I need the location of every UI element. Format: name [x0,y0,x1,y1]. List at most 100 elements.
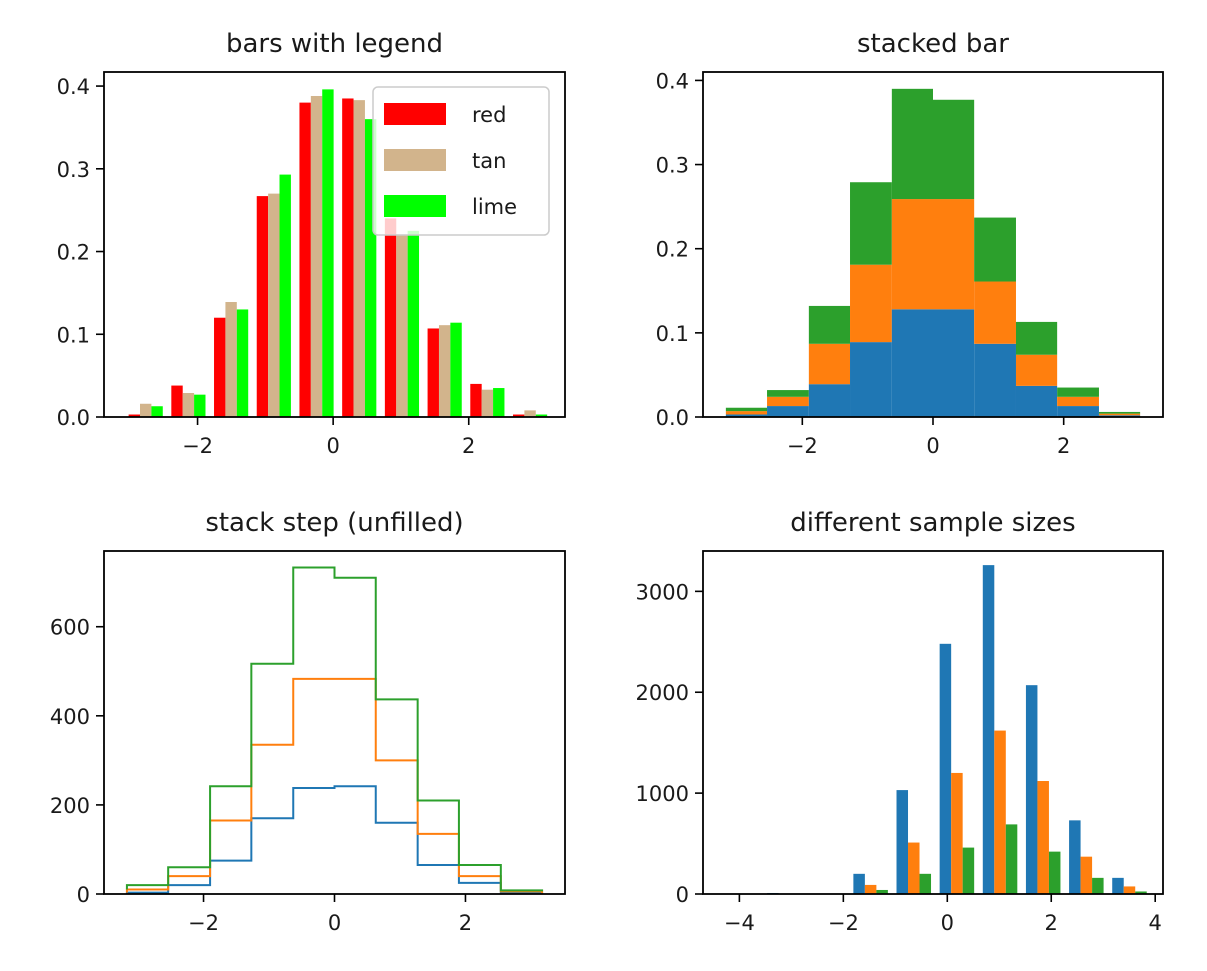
chart-title: bars with legend [226,29,443,59]
bar-series-1-8 [1112,877,1124,894]
stacked-bar-series-2-3 [850,264,892,343]
x-tick-label: −2 [182,434,213,458]
bar-series-3-3 [919,873,932,894]
bar-series-3-2 [876,889,888,894]
bar-red-9 [513,414,525,417]
plot-area [725,88,1141,417]
x-tick-label: 4 [1149,911,1162,935]
y-tick-label: 0 [77,883,90,907]
y-tick-label: 3000 [636,580,689,604]
bar-series-1-2 [853,873,865,894]
bar-lime-7 [450,322,462,417]
stacked-bar-series-3-6 [974,217,1016,282]
bar-red-5 [342,98,354,417]
plot-area [125,566,544,895]
axes-frame [103,550,566,895]
stacked-bar-series-1-0 [725,414,768,417]
stacked-bar-series-2-1 [767,396,809,407]
bar-tan-1 [182,393,195,417]
bar-series-3-8 [1135,891,1147,894]
chart-title: stacked bar [857,29,1009,59]
bar-series-2-5 [994,730,1006,894]
stacked-bar-series-2-5 [933,199,975,310]
x-tick-label: 0 [328,911,341,935]
bar-lime-6 [407,230,420,417]
stacked-bar-series-3-9 [1098,411,1141,414]
bar-series-1-4 [939,643,952,894]
chart-title: different sample sizes [790,508,1075,538]
y-tick-label: 0.0 [656,406,689,430]
bar-red-2 [214,317,226,417]
y-tick-label: 400 [50,705,90,729]
step-line-series-2 [125,677,544,894]
subplot-stack_step: stack step (unfilled) −2 0 2 0 200 400 600 [50,508,566,935]
x-tick-label: 0 [326,434,339,458]
legend-swatch-lime [384,195,446,217]
bar-tan-4 [310,95,323,418]
bar-lime-8 [493,388,505,417]
bar-tan-7 [438,325,451,417]
subplot-bars_legend: bars with legend −2 0 2 0.0 0.1 0.2 0.3 0.4 red ta… [57,29,566,458]
bar-series-1-3 [896,790,909,894]
step-line-series-1 [125,785,544,895]
stacked-bar-series-1-8 [1057,406,1099,417]
bar-tan-6 [396,234,408,417]
x-tick-label: 2 [1045,911,1058,935]
stacked-bar-series-2-2 [808,343,851,385]
y-tick-label: 2000 [636,681,689,705]
stacked-bar-series-3-3 [850,182,892,265]
bar-series-3-4 [962,847,975,894]
y-tick-label: 0.2 [656,238,689,262]
bar-series-2-3 [908,842,920,894]
x-tick-label: 2 [459,911,472,935]
bar-tan-0 [139,403,152,417]
bar-lime-9 [535,414,548,417]
bar-tan-9 [524,410,536,417]
stacked-bar-series-1-1 [767,406,809,417]
bar-lime-3 [279,174,291,417]
bar-series-3-5 [1005,824,1018,894]
stacked-bar-series-3-8 [1057,387,1099,397]
x-tick-label: −2 [828,911,859,935]
stacked-bar-series-3-2 [808,305,851,344]
legend: red tan lime [372,86,550,236]
y-tick-label: 0.1 [57,323,90,347]
stacked-bar-series-2-8 [1057,396,1099,407]
bar-lime-5 [364,119,377,418]
x-tick-label: 0 [926,434,939,458]
y-tick-label: 0 [676,883,689,907]
bar-red-8 [470,383,482,417]
legend-label-lime: lime [472,195,517,219]
stacked-bar-series-2-9 [1098,413,1141,416]
stacked-bar-series-1-2 [808,384,851,417]
bar-lime-4 [322,89,334,418]
bar-red-0 [128,414,140,417]
stacked-bar-series-2-0 [725,411,768,415]
x-tick-label: −2 [188,911,219,935]
bar-series-3-7 [1092,877,1104,894]
x-tick-label: 2 [1057,434,1070,458]
bar-tan-3 [268,193,280,417]
x-tick-label: 2 [462,434,475,458]
stacked-bar-series-3-4 [891,88,933,200]
bar-series-1-5 [982,565,995,894]
y-tick-label: 600 [50,616,90,640]
y-tick-label: 0.3 [57,158,90,182]
bar-tan-8 [481,389,494,417]
stacked-bar-series-3-5 [933,99,975,200]
bar-series-2-4 [951,772,963,894]
bar-lime-1 [194,394,206,417]
bar-lime-0 [151,406,163,417]
y-tick-label: 0.3 [656,154,689,178]
bar-series-2-2 [864,884,877,894]
bar-red-3 [256,196,269,417]
y-tick-label: 1000 [636,782,689,806]
legend-label-red: red [472,103,506,127]
bar-tan-2 [225,302,237,417]
step-line-series-3 [125,566,544,892]
bar-series-3-6 [1048,851,1061,894]
subplot-stacked_bar: stacked bar −2 0 2 0.0 0.1 0.2 0.3 0.4 [656,29,1164,458]
stacked-bar-series-2-4 [891,199,933,310]
stacked-bar-series-1-5 [933,309,975,417]
